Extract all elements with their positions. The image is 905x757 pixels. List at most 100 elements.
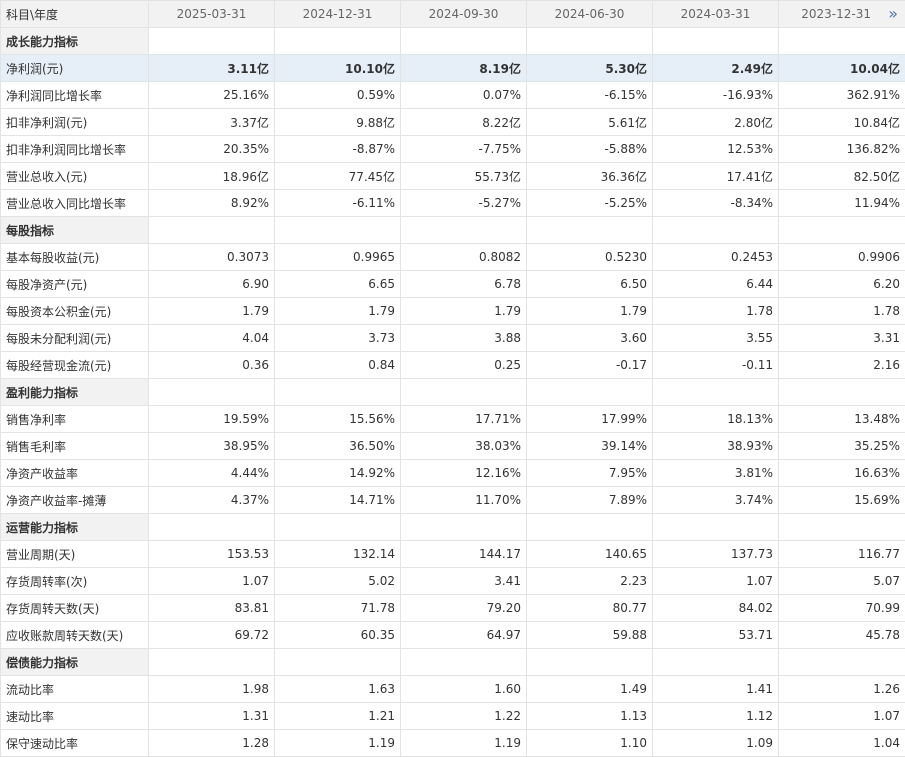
value-cell: 3.60 [527,325,653,352]
row-label: 基本每股收益(元) [1,244,149,271]
empty-cell [401,379,527,406]
value-cell: 82.50亿 [779,163,905,190]
value-cell: 59.88 [527,622,653,649]
empty-cell [779,217,905,244]
value-cell: 1.04 [779,730,905,757]
value-cell: 17.71% [401,406,527,433]
value-cell: -0.11 [653,352,779,379]
empty-cell [779,379,905,406]
value-cell: 84.02 [653,595,779,622]
row-label: 营业周期(天) [1,541,149,568]
empty-cell [275,514,401,541]
value-cell: 0.07% [401,82,527,109]
value-cell: 116.77 [779,541,905,568]
value-cell: 4.37% [149,487,275,514]
row-label: 存货周转天数(天) [1,595,149,622]
row-label: 存货周转率(次) [1,568,149,595]
value-cell: 45.78 [779,622,905,649]
value-cell: 64.97 [401,622,527,649]
date-label: 2025-03-31 [177,7,247,21]
empty-cell [653,379,779,406]
value-cell: 1.79 [149,298,275,325]
value-cell: 0.84 [275,352,401,379]
value-cell: 2.23 [527,568,653,595]
value-cell: 17.41亿 [653,163,779,190]
date-header: 2024-09-30 [401,1,527,28]
value-cell: 132.14 [275,541,401,568]
value-cell: 1.10 [527,730,653,757]
section-title: 运营能力指标 [1,514,149,541]
empty-cell [149,217,275,244]
value-cell: 36.50% [275,433,401,460]
date-label: 2024-03-31 [681,7,751,21]
date-label: 2024-09-30 [429,7,499,21]
value-cell: 11.94% [779,190,905,217]
value-cell: 8.19亿 [401,55,527,82]
value-cell: 3.73 [275,325,401,352]
value-cell: 6.90 [149,271,275,298]
value-cell: -5.88% [527,136,653,163]
date-label: 2024-06-30 [555,7,625,21]
value-cell: 9.88亿 [275,109,401,136]
value-cell: 0.3073 [149,244,275,271]
empty-cell [779,28,905,55]
date-label: 2024-12-31 [303,7,373,21]
section-row: 偿债能力指标 [1,649,905,676]
empty-cell [527,28,653,55]
value-cell: -5.25% [527,190,653,217]
value-cell: 71.78 [275,595,401,622]
row-label: 速动比率 [1,703,149,730]
section-row: 成长能力指标 [1,28,905,55]
value-cell: 0.2453 [653,244,779,271]
value-cell: 12.16% [401,460,527,487]
value-cell: 15.56% [275,406,401,433]
value-cell: 2.16 [779,352,905,379]
value-cell: 38.03% [401,433,527,460]
empty-cell [527,514,653,541]
row-label: 保守速动比率 [1,730,149,757]
row-label: 流动比率 [1,676,149,703]
value-cell: 55.73亿 [401,163,527,190]
value-cell: 6.20 [779,271,905,298]
date-header: 2024-06-30 [527,1,653,28]
value-cell: -5.27% [401,190,527,217]
empty-cell [779,514,905,541]
value-cell: -8.87% [275,136,401,163]
value-cell: 0.25 [401,352,527,379]
value-cell: 3.11亿 [149,55,275,82]
value-cell: 13.48% [779,406,905,433]
value-cell: 18.13% [653,406,779,433]
row-label: 每股未分配利润(元) [1,325,149,352]
header-row: 科目\年度 2025-03-31 2024-12-31 2024-09-30 2… [1,1,905,28]
value-cell: 69.72 [149,622,275,649]
value-cell: 0.59% [275,82,401,109]
value-cell: 5.02 [275,568,401,595]
value-cell: 140.65 [527,541,653,568]
value-cell: 3.31 [779,325,905,352]
value-cell: 38.93% [653,433,779,460]
value-cell: 1.63 [275,676,401,703]
value-cell: 1.07 [779,703,905,730]
value-cell: 4.44% [149,460,275,487]
empty-cell [527,379,653,406]
more-columns-icon[interactable]: » [888,7,898,21]
value-cell: 1.31 [149,703,275,730]
value-cell: 36.36亿 [527,163,653,190]
section-title: 每股指标 [1,217,149,244]
value-cell: 6.78 [401,271,527,298]
